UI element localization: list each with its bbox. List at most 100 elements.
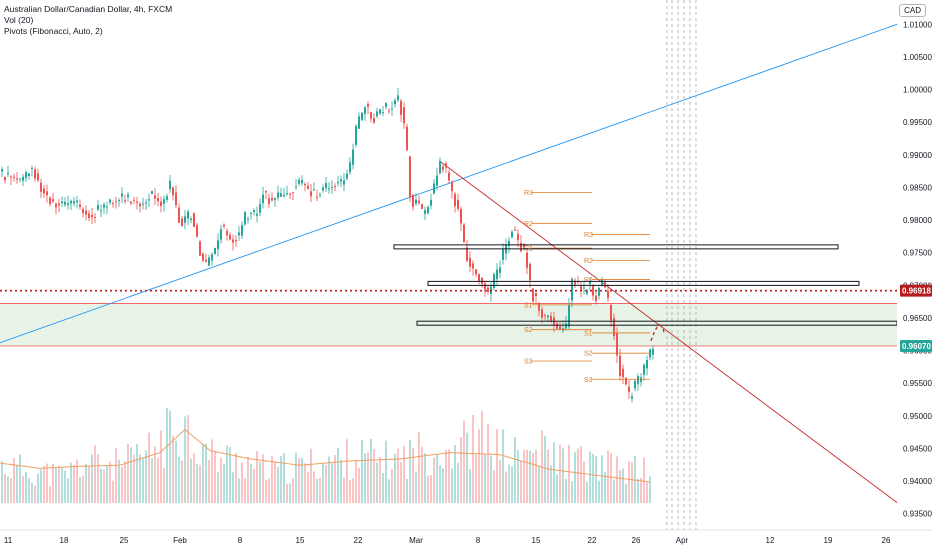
- volume-bar: [232, 472, 234, 503]
- volume-bar: [172, 435, 174, 503]
- candle-down: [226, 230, 228, 236]
- volume-bar: [466, 432, 468, 503]
- candle-down: [178, 207, 180, 223]
- pivot-label: S1: [584, 330, 593, 337]
- y-tick-label: 1.01000: [903, 20, 932, 29]
- volume-bar: [268, 478, 270, 503]
- volume-bar: [460, 437, 462, 503]
- volume-bar: [61, 467, 63, 503]
- volume-bar: [274, 462, 276, 503]
- chart-legend: Australian Dollar/Canadian Dollar, 4h, F…: [4, 4, 172, 37]
- candle-down: [46, 191, 48, 196]
- volume-bar: [310, 448, 312, 503]
- volume-bar: [442, 468, 444, 503]
- pivot-label: R1: [584, 277, 593, 284]
- candle-down: [367, 103, 369, 107]
- volume-bar: [349, 479, 351, 503]
- indicator-pivots[interactable]: Pivots (Fibonacci, Auto, 2): [4, 26, 103, 36]
- volume-bar: [559, 444, 561, 503]
- pivot-label: R3: [524, 190, 533, 197]
- candle-down: [304, 183, 306, 186]
- volume-bar: [55, 466, 57, 503]
- volume-bar: [454, 445, 456, 503]
- volume-bar: [505, 471, 507, 503]
- candlesticks: [1, 87, 654, 403]
- volume-bar: [229, 447, 231, 503]
- volume-bar: [145, 450, 147, 503]
- volume-bar: [478, 429, 480, 503]
- volume-bar: [625, 483, 627, 503]
- candle-up: [325, 183, 327, 188]
- volume-bar: [382, 473, 384, 503]
- volume-bar: [97, 454, 99, 503]
- x-tick-label: 22: [354, 536, 363, 545]
- candle-up: [250, 212, 252, 214]
- volume-bar: [28, 478, 30, 503]
- candle-down: [370, 112, 372, 119]
- candle-up: [424, 210, 426, 214]
- price-badge: [900, 339, 932, 352]
- volume-bar: [409, 439, 411, 503]
- candle-down: [595, 295, 597, 302]
- volume-bar: [355, 459, 357, 503]
- candle-up: [511, 231, 513, 238]
- candle-down: [229, 234, 231, 240]
- currency-button[interactable]: CAD: [899, 4, 926, 17]
- volume-bar: [238, 478, 240, 503]
- pivot-label: R3: [584, 232, 593, 239]
- volume-bar: [154, 446, 156, 503]
- indicator-volume[interactable]: Vol (20): [4, 15, 34, 25]
- x-tick-label: 26: [882, 536, 891, 545]
- volume-bar: [538, 466, 540, 503]
- uptrend-line: [0, 23, 898, 344]
- volume-bar: [451, 468, 453, 503]
- candle-down: [16, 178, 18, 180]
- candle-up: [586, 290, 588, 294]
- volume-bar: [439, 465, 441, 503]
- candle-down: [475, 269, 477, 275]
- volume-bar: [34, 485, 36, 503]
- candle-down: [619, 355, 621, 377]
- volume-bar: [262, 454, 264, 503]
- candle-down: [478, 274, 480, 282]
- time-axis: 11 18 25 Feb 8 15 22 Mar 8 15 22 26 Apr 12 19 26: [0, 529, 932, 550]
- volume-bar: [322, 462, 324, 503]
- volume-bar: [523, 449, 525, 503]
- y-tick-label: 0.96500: [903, 314, 932, 323]
- candle-up: [568, 305, 570, 327]
- volume-bar: [643, 457, 645, 503]
- candle-up: [121, 193, 123, 197]
- candle-down: [181, 218, 183, 227]
- volume-bar: [25, 471, 27, 503]
- candle-down: [448, 172, 450, 181]
- volume-bar: [247, 457, 249, 503]
- candle-up: [100, 210, 102, 212]
- volume-bar: [181, 460, 183, 503]
- candle-up: [220, 229, 222, 240]
- candle-down: [271, 197, 273, 201]
- candle-up: [631, 396, 633, 399]
- candle-up: [187, 211, 189, 219]
- candle-up: [322, 187, 324, 191]
- candle-up: [427, 206, 429, 214]
- volume-bar: [208, 460, 210, 503]
- candle-down: [421, 204, 423, 209]
- volume-bar: [289, 483, 291, 503]
- volume-bar: [67, 478, 69, 503]
- candle-down: [622, 368, 624, 378]
- x-tick-label: 22: [588, 536, 597, 545]
- candle-up: [31, 167, 33, 169]
- volume-bar: [619, 469, 621, 503]
- candle-down: [43, 188, 45, 194]
- volume-bar: [457, 462, 459, 503]
- candle-down: [418, 200, 420, 204]
- volume-bar: [514, 436, 516, 503]
- candle-down: [454, 193, 456, 207]
- downtrend-line: [439, 160, 898, 503]
- volume-bar: [346, 439, 348, 503]
- volume-bar: [58, 465, 60, 503]
- volume-bar: [37, 473, 39, 503]
- candle-down: [130, 201, 132, 204]
